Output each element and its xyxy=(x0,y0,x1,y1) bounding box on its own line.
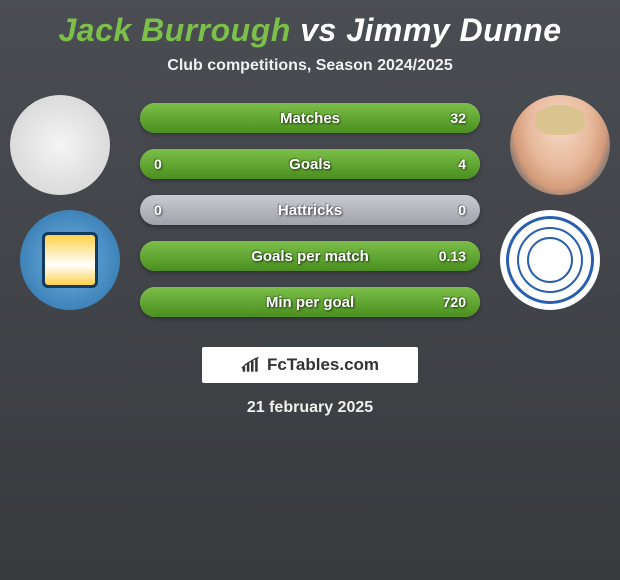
stat-value-right: 720 xyxy=(436,294,466,310)
player1-name: Jack Burrough xyxy=(58,12,290,48)
club1-badge xyxy=(20,210,120,310)
stat-bars: Matches320Goals40Hattricks0Goals per mat… xyxy=(140,103,480,317)
stat-bar: Min per goal720 xyxy=(140,287,480,317)
player2-photo xyxy=(510,95,610,195)
stat-value-left: 0 xyxy=(154,202,184,218)
stat-bar: 0Goals4 xyxy=(140,149,480,179)
stat-bar: Goals per match0.13 xyxy=(140,241,480,271)
stat-value-right: 0 xyxy=(436,202,466,218)
comparison-title: Jack Burrough vs Jimmy Dunne xyxy=(0,0,620,49)
club2-badge xyxy=(500,210,600,310)
stat-value-left: 0 xyxy=(154,156,184,172)
watermark: FcTables.com xyxy=(202,347,418,383)
date-text: 21 february 2025 xyxy=(0,399,620,417)
subtitle: Club competitions, Season 2024/2025 xyxy=(0,57,620,75)
watermark-text: FcTables.com xyxy=(267,355,379,375)
stat-bar: Matches32 xyxy=(140,103,480,133)
chart-icon xyxy=(241,356,261,374)
player1-photo xyxy=(10,95,110,195)
stat-value-right: 4 xyxy=(436,156,466,172)
stat-bar: 0Hattricks0 xyxy=(140,195,480,225)
vs-text: vs xyxy=(300,12,346,48)
player2-name: Jimmy Dunne xyxy=(346,12,561,48)
comparison-panel: Matches320Goals40Hattricks0Goals per mat… xyxy=(0,95,620,335)
stat-value-right: 32 xyxy=(436,110,466,126)
stat-value-right: 0.13 xyxy=(436,248,466,264)
stat-label: Hattricks xyxy=(140,202,480,219)
